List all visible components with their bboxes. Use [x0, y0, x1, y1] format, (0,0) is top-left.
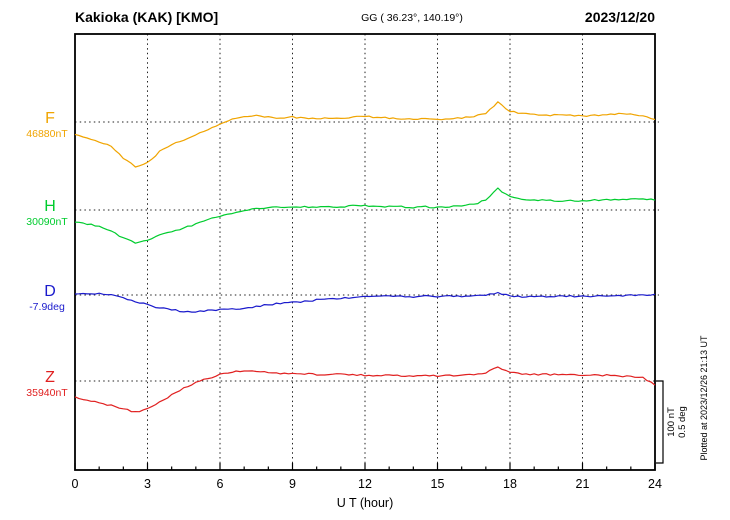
station-title: Kakioka (KAK) [KMO] [75, 9, 218, 25]
scale-label-deg: 0.5 deg [677, 406, 688, 438]
channel-label-Z: Z [45, 369, 55, 386]
x-tick-label: 9 [289, 477, 296, 491]
date-label: 2023/12/20 [585, 9, 655, 25]
trace-Z [74, 366, 656, 413]
x-tick-label: 12 [358, 477, 372, 491]
channel-label-F: F [45, 110, 55, 127]
channel-value-Z: 35940nT [26, 387, 68, 399]
plot-border [74, 33, 656, 471]
trace-F [74, 101, 656, 168]
observatory-coordinates: GG ( 36.23°, 140.19°) [361, 12, 463, 24]
channel-value-D: -7.9deg [29, 301, 65, 313]
channel-value-F: 46880nT [26, 128, 68, 140]
scale-bracket [656, 380, 664, 464]
channel-label-H: H [44, 198, 56, 215]
x-tick-label: 6 [217, 477, 224, 491]
x-tick-label: 18 [503, 477, 517, 491]
x-tick-label: 15 [431, 477, 445, 491]
channel-value-H: 30090nT [26, 216, 68, 228]
trace-D [74, 291, 656, 313]
x-tick-label: 0 [72, 477, 79, 491]
x-tick-label: 21 [576, 477, 590, 491]
x-tick-label: 3 [144, 477, 151, 491]
x-axis-title: U T (hour) [337, 496, 394, 510]
trace-H [74, 187, 656, 244]
channel-label-D: D [44, 283, 56, 300]
plotted-at-note: Plotted at 2023/12/26 21:13 UT [699, 335, 709, 461]
scale-label-nt: 100 nT [666, 407, 677, 437]
x-tick-label: 24 [648, 477, 662, 491]
